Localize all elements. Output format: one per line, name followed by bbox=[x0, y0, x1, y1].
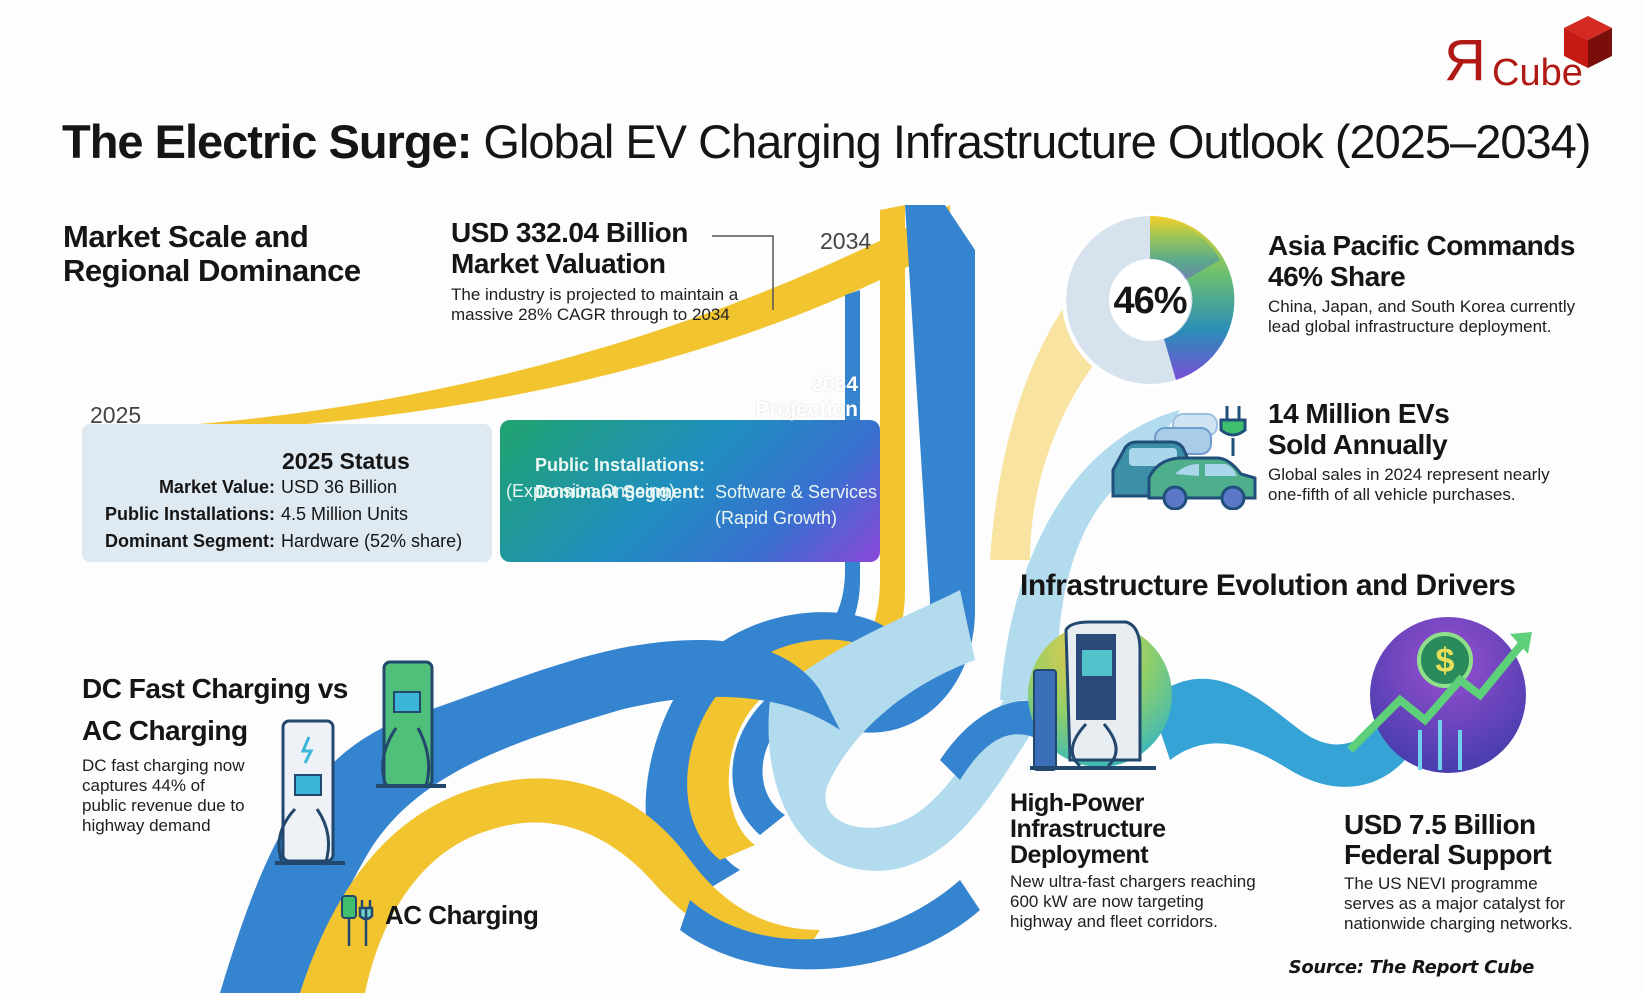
valuation-desc: The industry is projected to maintain a … bbox=[451, 285, 739, 324]
market-scale-heading: Market Scale and Regional Dominance bbox=[63, 219, 361, 288]
projection-title: 2034 Projection bbox=[755, 373, 858, 421]
projection-row: Public Installations:(Expansion Ongoing) bbox=[506, 455, 705, 501]
high-power-block: High-Power Infrastructure Deployment New… bbox=[1010, 790, 1256, 932]
dc-charger-green-icon bbox=[376, 660, 446, 788]
projection-2034-card: 2034 Projection Public Installations:(Ex… bbox=[500, 373, 880, 562]
federal-desc: The US NEVI programme serves as a major … bbox=[1344, 874, 1573, 933]
title-bold: The Electric Surge: bbox=[62, 115, 472, 168]
status-2025-card: 2025 Status Market Value: USD 36 Billion … bbox=[82, 424, 492, 562]
high-power-charger-icon bbox=[1030, 620, 1156, 771]
status-row: Dominant Segment: Hardware (52% share) bbox=[104, 531, 463, 551]
logo-mark: Я bbox=[1444, 28, 1486, 93]
dc-ac-desc: DC fast charging now captures 44% of pub… bbox=[82, 756, 245, 835]
year-label-2034: 2034 bbox=[820, 228, 872, 254]
infrastructure-heading: Infrastructure Evolution and Drivers bbox=[1020, 569, 1516, 602]
logo-text: Cube bbox=[1492, 52, 1583, 94]
federal-growth-icon: $ bbox=[1347, 632, 1532, 770]
dc-ac-block: DC Fast Charging vs AC Charging DC fast … bbox=[82, 668, 348, 836]
status-2025-title: 2025 Status bbox=[282, 448, 410, 474]
ac-plug-icon bbox=[341, 895, 374, 946]
status-row: Public Installations: 4.5 Million Units bbox=[104, 504, 409, 524]
source-credit: Source: The Report Cube bbox=[1288, 957, 1535, 978]
page-title: The Electric Surge: Global EV Charging I… bbox=[62, 114, 1591, 170]
market-valuation-block: USD 332.04 Billion Market Valuation The … bbox=[451, 217, 738, 325]
ac-charging-label: AC Charging bbox=[385, 900, 539, 930]
title-rest: Global EV Charging Infrastructure Outloo… bbox=[471, 115, 1591, 168]
donut-percentage: 46% bbox=[1113, 280, 1187, 322]
dc-ac-heading: DC Fast Charging vs AC Charging bbox=[82, 673, 348, 746]
asia-pacific-block: Asia Pacific Commands 46% Share China, J… bbox=[1268, 230, 1575, 337]
high-power-heading: High-Power Infrastructure Deployment bbox=[1010, 789, 1166, 869]
svg-text:$: $ bbox=[1436, 642, 1455, 680]
ev-sales-desc: Global sales in 2024 represent nearly on… bbox=[1268, 465, 1550, 504]
ev-cars-icon bbox=[1111, 406, 1257, 510]
federal-heading: USD 7.5 Billion Federal Support bbox=[1344, 809, 1552, 870]
year-label-2025: 2025 bbox=[90, 402, 142, 428]
asia-pacific-heading: Asia Pacific Commands 46% Share bbox=[1268, 230, 1575, 292]
projection-row: Dominant Segment: Software & Services (Rap… bbox=[534, 482, 878, 528]
ev-sales-heading: 14 Million EVs Sold Annually bbox=[1268, 398, 1450, 460]
cube-icon bbox=[1564, 16, 1612, 68]
federal-support-block: USD 7.5 Billion Federal Support The US N… bbox=[1344, 810, 1573, 934]
asia-pacific-desc: China, Japan, and South Korea currently … bbox=[1268, 297, 1576, 336]
report-cube-logo: Я Cube bbox=[1440, 16, 1620, 94]
status-row: Market Value: USD 36 Billion bbox=[158, 477, 398, 497]
valuation-heading: USD 332.04 Billion Market Valuation bbox=[451, 217, 688, 279]
dc-charger-white-icon bbox=[275, 719, 345, 866]
high-power-desc: New ultra-fast chargers reaching 600 kW … bbox=[1010, 872, 1256, 931]
ev-sales-block: 14 Million EVs Sold Annually Global sale… bbox=[1268, 398, 1550, 505]
